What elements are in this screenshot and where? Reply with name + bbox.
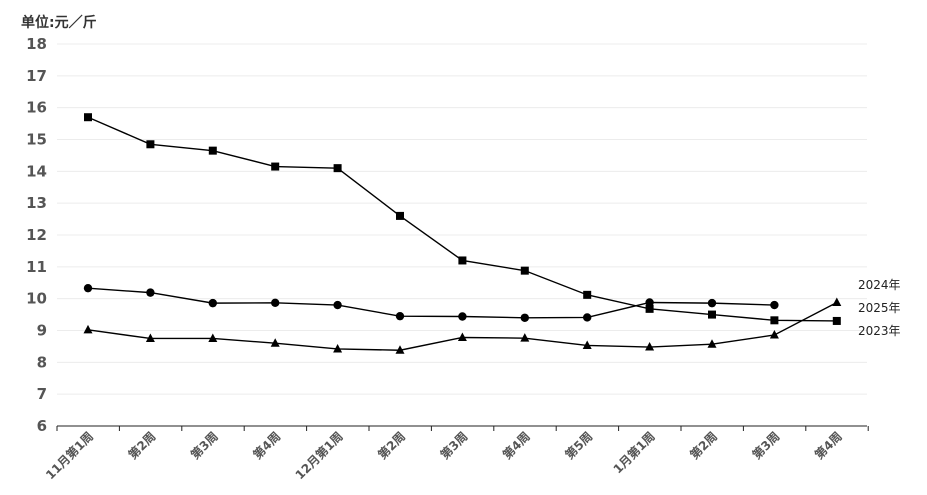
x-tick-label: 11月第1周 [42, 429, 96, 483]
2024-data-point [770, 316, 779, 325]
y-tick-label: 18 [26, 35, 47, 53]
2024-data-point [333, 164, 342, 173]
2023-data-point [83, 324, 93, 334]
2024-data-point [208, 146, 217, 155]
2025-data-point [583, 313, 592, 322]
x-tick-label: 第3周 [437, 429, 470, 462]
2023-data-point [457, 332, 467, 342]
y-tick-label: 14 [26, 162, 47, 180]
x-tick-label: 第2周 [125, 429, 158, 462]
2025-data-point [271, 298, 280, 308]
2024-data-point [396, 211, 404, 220]
2024-data-point [832, 316, 841, 325]
2023-data-point [333, 343, 343, 353]
series-label: 2024年 [858, 278, 901, 292]
series-line-2024 [87, 116, 837, 322]
2025-data-point [333, 300, 342, 310]
x-tick-label: 第2周 [375, 429, 408, 462]
y-tick-label: 8 [37, 353, 47, 371]
series-2025 [83, 283, 779, 322]
series-label: 2023年 [858, 324, 901, 338]
x-tick-label: 第3周 [749, 429, 782, 462]
y-tick-label: 13 [26, 194, 47, 212]
x-tick-label: 12月第1周 [292, 429, 346, 483]
2025-data-point [458, 312, 467, 321]
series-2023 [83, 297, 842, 354]
2025-data-point [645, 298, 654, 307]
y-tick-label: 10 [26, 290, 47, 308]
series-line-2023 [87, 301, 838, 351]
series-2024 [84, 113, 841, 325]
x-tick-label: 第2周 [687, 429, 720, 462]
y-tick-label: 11 [26, 258, 47, 276]
y-tick-label: 15 [26, 131, 47, 149]
2025-data-point [83, 283, 93, 293]
2024-data-point [271, 162, 280, 171]
y-tick-label: 9 [37, 322, 47, 340]
2023-data-point [582, 340, 592, 349]
2023-data-point [707, 339, 717, 348]
2023-data-point [769, 329, 779, 339]
2023-data-point [208, 333, 218, 342]
2024-data-point [708, 310, 716, 319]
2025-data-point [520, 313, 529, 322]
y-tick-label: 16 [26, 99, 47, 117]
series-layer [83, 113, 842, 354]
2023-data-point [270, 338, 280, 347]
2023-data-point [145, 333, 155, 342]
2025-data-point [395, 311, 405, 321]
series-line-2025 [87, 287, 775, 319]
y-tick-label: 7 [37, 385, 47, 403]
x-tick-label: 第4周 [499, 429, 532, 462]
2023-data-point [520, 333, 530, 342]
axes [56, 425, 869, 431]
2025-data-point [146, 288, 155, 297]
y-tick-label: 17 [26, 67, 47, 85]
2023-data-point [832, 297, 842, 306]
2025-data-point [770, 300, 779, 310]
x-tick-label: 第5周 [562, 429, 595, 462]
2025-data-point [707, 298, 717, 308]
2023-data-point [645, 342, 655, 351]
2024-data-point [84, 113, 92, 122]
2023-data-point [395, 345, 405, 354]
x-tick-label: 第3周 [187, 429, 220, 462]
2024-data-point [458, 256, 467, 265]
x-tick-label: 1月第1周 [610, 429, 658, 477]
2024-data-point [146, 140, 155, 149]
x-tick-label: 第4周 [250, 429, 283, 462]
unit-label: 单位:元／斤 [21, 14, 97, 31]
x-tick-label: 第4周 [811, 429, 844, 462]
2025-data-point [208, 298, 217, 308]
series-label: 2025年 [858, 301, 901, 315]
2024-data-point [520, 266, 529, 275]
2024-data-point [645, 304, 654, 313]
2024-data-point [583, 290, 592, 299]
y-tick-label: 6 [37, 417, 47, 435]
y-tick-label: 12 [26, 226, 47, 244]
grid-lines [57, 43, 867, 395]
